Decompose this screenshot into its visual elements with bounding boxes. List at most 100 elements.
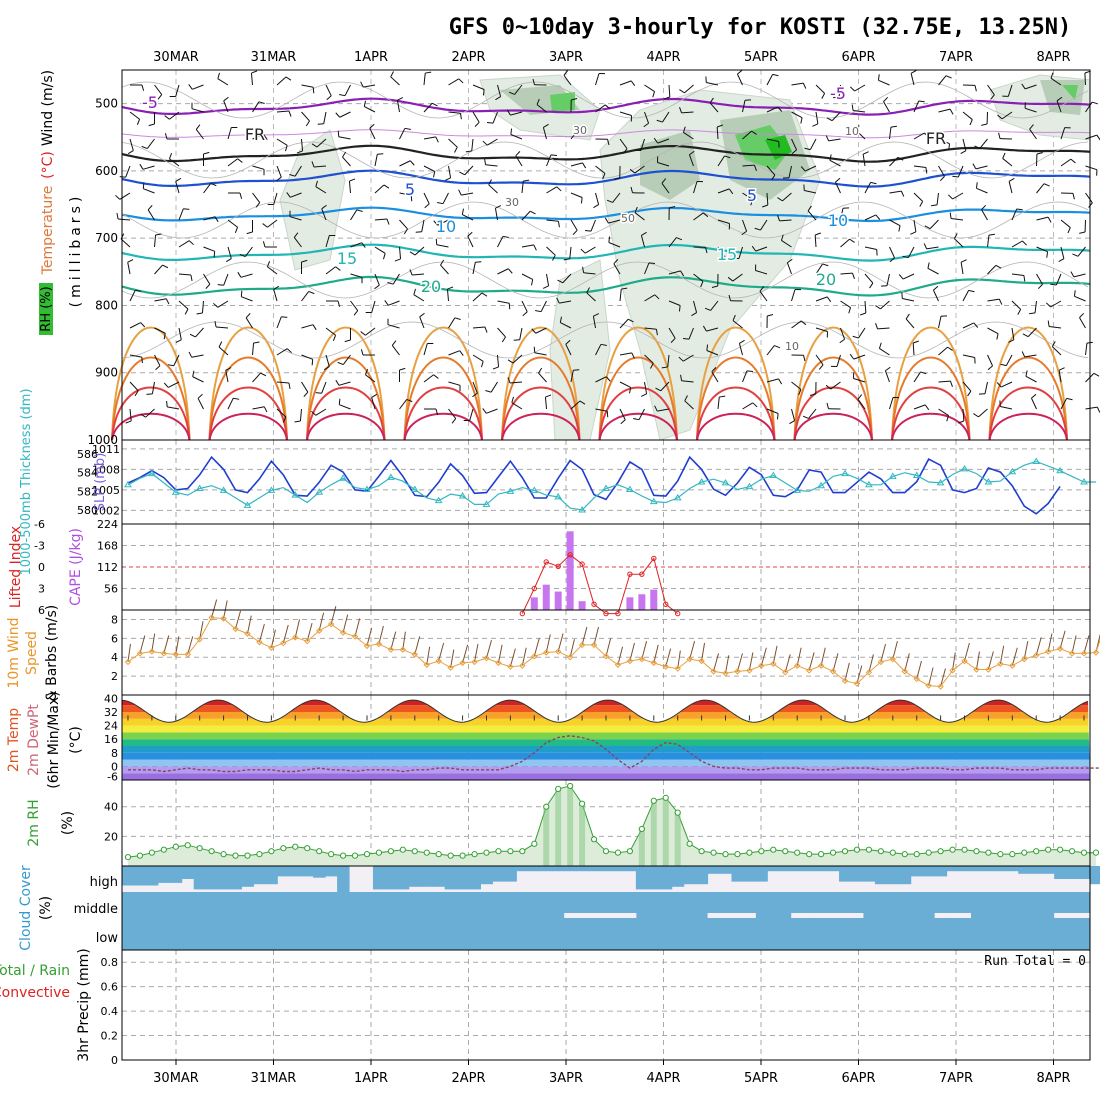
wind-axis-label-a: 10m Wind [6,617,22,688]
wind-barb-staff [864,182,872,194]
rh-point-64 [889,849,896,856]
wind-barb-staff [668,270,681,275]
wind-barb-staff [252,343,255,356]
rh-point-19 [351,852,359,859]
wind-barb-flag [772,73,779,77]
wind-barb-flag [458,189,462,196]
wind-barb-flag [529,210,536,215]
temp-band-3 [122,752,1090,760]
wind-barb-staff [828,138,841,142]
temp-tick-4: 24 [104,720,118,733]
wind-speed-point-17 [327,620,335,628]
wind-barb-staff [396,100,400,113]
contour-label-2: 5 [405,180,415,199]
high-cloud-bar-50 [719,866,732,874]
wind-axis-label-c: & Barbs (m/s) [44,605,60,702]
high-cloud-bar-36 [552,866,565,872]
wind-barb-staff [644,354,654,364]
wind-barb-staff [644,262,650,275]
wind-speed-point-42 [626,657,634,665]
wind-barb-flag [382,253,386,260]
isotherm-20 [121,275,1091,297]
wind-barb-staff [619,408,626,421]
wind-barb-flag [1037,284,1043,290]
wind-barb-staff [365,374,376,383]
wind-barb-staff [169,111,180,120]
wind-barb-flag [1047,320,1050,327]
wind-barb-flag [140,413,146,418]
rh-point-25 [423,849,430,856]
wind-barb-staff [853,354,866,360]
rh-point-68 [937,848,944,855]
wind-barb-staff [657,408,670,412]
wind-barb-flag [312,324,317,331]
wind-barb-flag [435,408,439,415]
wind-barb-staff [815,84,825,94]
wind-barb-flag [282,416,287,423]
rh-area [127,785,1096,866]
wind-barb-flag [480,361,484,368]
wind-barb-staff [293,237,302,248]
wind-barb-flag [492,366,499,370]
wind-barb-flag [482,408,487,414]
wind-barb-staff [301,111,310,122]
wind-speed-point-3 [160,650,168,657]
wind-barb-flag [508,91,515,95]
contour-label-14: 50 [621,212,635,225]
thickness-tick-580: 580 [77,504,98,517]
wind-barb-staff [1085,165,1098,171]
wind-barb-flag [900,190,905,197]
wind-barb-flag [924,404,930,411]
wind-barb-flag [511,396,515,403]
wind-barb-flag [960,150,967,155]
wind-barb-flag [311,410,317,416]
wind-barb-staff [521,181,524,194]
wind-barb-staff [640,138,645,151]
wind-barb-staff [938,408,949,416]
wind-speed-point-33 [519,662,526,669]
wind-barb-flag [369,123,375,129]
wind-barb-flag [902,255,909,259]
wind-barb-staff [423,73,426,86]
wind-barb-flag [141,145,148,150]
wind-barb-staff [979,138,988,149]
pressure-tick-800: 800 [95,298,118,312]
wind-barb-staff [325,327,336,336]
wind-barb-flag [433,171,436,178]
wind-barb-flag [826,296,832,303]
wind-barb-flag [1043,183,1050,187]
surface-wind-barb [952,652,956,671]
wind-barb-flag [531,328,537,334]
wind-barb-staff [244,246,253,257]
wind-speed-point-38 [578,641,586,649]
wind-barb-staff [644,327,657,330]
rh-point-57 [806,851,813,858]
wind-barb-flag [1008,177,1015,182]
high-cloud-bar-31 [492,866,505,882]
wind-barb-staff [252,192,261,203]
cloud-level-high: high [90,875,118,890]
wind-barb-staff [709,102,719,113]
wind-barb-staff [619,138,628,150]
temp-tick-6: 40 [104,692,118,705]
wind-speed-point-66 [913,675,920,683]
wind-barb-flag [875,305,881,310]
wind-barb-staff [350,242,362,248]
rh-shade-high-2 [1062,85,1078,100]
wind-barb-staff [169,158,180,167]
surface-wind-barb [175,636,180,655]
wind-barb-staff [595,192,600,205]
wind-barb-staff [195,129,204,140]
wind-barb-flag [557,221,560,228]
precip-tick-0: 0 [111,1054,118,1067]
panel-frame-precip [121,949,1091,1061]
wind-barb-flag [798,389,802,396]
wind-barb-flag [213,302,219,308]
wind-barb-staff [569,246,572,259]
wind-barb-flag [855,125,860,131]
surface-wind-barb [796,647,802,666]
high-cloud-bar-2 [145,866,159,886]
wind-barb-staff [684,84,694,94]
temp-color-bands [122,700,1090,780]
wind-barb-staff [294,165,302,177]
